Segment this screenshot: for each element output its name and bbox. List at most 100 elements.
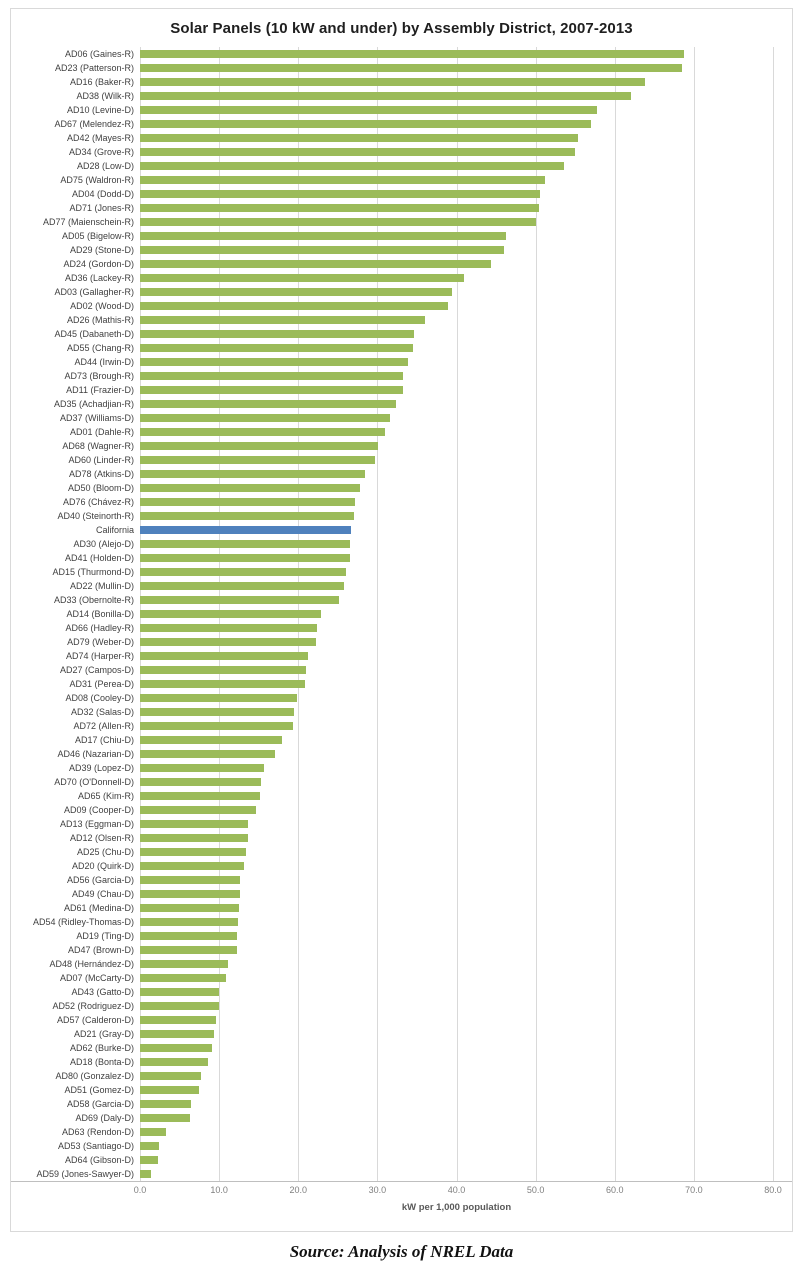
- bar-row: AD44 (Irwin-D): [74, 355, 773, 369]
- bar: [140, 932, 238, 940]
- bar: [140, 1002, 220, 1010]
- bar-track: [140, 481, 773, 495]
- bar: [140, 512, 355, 520]
- bar-row: AD06 (Gaines-R): [65, 47, 773, 61]
- bar-row: AD55 (Chang-R): [67, 341, 773, 355]
- bar-row: AD77 (Maienschein-R): [43, 215, 773, 229]
- bar-row: AD27 (Campos-D): [60, 663, 773, 677]
- bar: [140, 540, 351, 548]
- bar-track: [140, 299, 773, 313]
- bar-row: AD21 (Gray-D): [74, 1027, 773, 1041]
- bar-row: AD79 (Weber-D): [67, 635, 773, 649]
- bar-track: [140, 411, 773, 425]
- bar-row: AD34 (Grove-R): [69, 145, 773, 159]
- bar: [140, 358, 409, 366]
- bar-row: AD64 (Gibson-D): [65, 1153, 773, 1167]
- bar: [140, 330, 414, 338]
- bar-label: AD65 (Kim-R): [77, 791, 134, 801]
- bar-label: AD66 (Hadley-R): [65, 623, 134, 633]
- x-tick-label: 10.0: [210, 1185, 228, 1195]
- bar-track: [140, 89, 773, 103]
- bar-row: AD12 (Olsen-R): [70, 831, 773, 845]
- plot-area: AD06 (Gaines-R) AD23 (Patterson-R) AD16 (B…: [11, 47, 792, 1181]
- bar-label: AD50 (Bloom-D): [67, 483, 134, 493]
- bar: [140, 946, 237, 954]
- bar: [140, 1128, 167, 1136]
- bar: [140, 610, 322, 618]
- bar-label: AD22 (Mullin-D): [69, 581, 134, 591]
- bar-track: [140, 257, 773, 271]
- bar: [140, 834, 248, 842]
- bar-track: [140, 845, 773, 859]
- bar-label: AD45 (Dabaneth-D): [54, 329, 134, 339]
- bar-row: AD17 (Chiu-D): [75, 733, 773, 747]
- bar-label: AD20 (Quirk-D): [71, 861, 134, 871]
- bar-row: AD24 (Gordon-D): [63, 257, 773, 271]
- bar-track: [140, 47, 773, 61]
- bar-row: AD41 (Holden-D): [65, 551, 773, 565]
- bar: [140, 78, 645, 86]
- bar: [140, 428, 386, 436]
- bar: [140, 470, 365, 478]
- bar: [140, 918, 239, 926]
- bar-label: AD72 (Allen-R): [73, 721, 134, 731]
- bar-label: AD10 (Levine-D): [66, 105, 134, 115]
- gridline: [693, 47, 695, 1181]
- bar-track: [140, 859, 773, 873]
- bar: [140, 302, 448, 310]
- bar: [140, 778, 262, 786]
- bar-row: AD20 (Quirk-D): [72, 859, 773, 873]
- bar-label: AD77 (Maienschein-R): [42, 217, 134, 227]
- bar: [140, 260, 492, 268]
- bar: [140, 134, 579, 142]
- bar-row: AD54 (Ridley-Thomas-D): [33, 915, 773, 929]
- bar-track: [140, 733, 773, 747]
- bar: [140, 708, 295, 716]
- bar-track: [140, 131, 773, 145]
- bar-label: AD14 (Bonilla-D): [66, 609, 134, 619]
- bar-label: AD02 (Wood-D): [70, 301, 134, 311]
- bar-row: AD58 (Garcia-D): [67, 1097, 773, 1111]
- bar-label: AD31 (Perea-D): [69, 679, 134, 689]
- bar-label: AD19 (Ting-D): [76, 931, 134, 941]
- bar: [140, 232, 506, 240]
- bar: [140, 1044, 212, 1052]
- bar-track: [140, 1097, 773, 1111]
- bar: [140, 904, 239, 912]
- bar-label: AD32 (Salas-D): [70, 707, 134, 717]
- bar-track: [140, 789, 773, 803]
- bar: [140, 190, 541, 198]
- bar-track: [140, 957, 773, 971]
- bar-label: AD41 (Holden-D): [64, 553, 134, 563]
- bar: [140, 456, 375, 464]
- bar: [140, 120, 591, 128]
- bar: [140, 414, 391, 422]
- bar-label: AD75 (Waldron-R): [60, 175, 134, 185]
- bar-label: AD70 (O'Donnell-D): [54, 777, 134, 787]
- bar-track: [140, 831, 773, 845]
- bar-row: AD40 (Steinorth-R): [57, 509, 773, 523]
- bar-track: [140, 467, 773, 481]
- bar: [140, 862, 244, 870]
- bar-row: AD15 (Thurmond-D): [52, 565, 773, 579]
- bar: [140, 484, 360, 492]
- bar-track: [140, 425, 773, 439]
- bar: [140, 820, 249, 828]
- bar-track: [140, 691, 773, 705]
- bar-track: [140, 747, 773, 761]
- x-tick-label: 0.0: [133, 1185, 147, 1195]
- bar-row: AD03 (Gallagher-R): [54, 285, 773, 299]
- bar-track: [140, 523, 773, 537]
- gridline: [377, 47, 379, 1181]
- bar-row: AD67 (Melendez-R): [54, 117, 773, 131]
- bar: [140, 596, 339, 604]
- source-note: Source: Analysis of NREL Data: [289, 1242, 514, 1261]
- x-tick-label: 20.0: [289, 1185, 308, 1195]
- bar-label: AD64 (Gibson-D): [64, 1155, 134, 1165]
- bar: [140, 400, 396, 408]
- bar-row: AD63 (Rendon-D): [62, 1125, 773, 1139]
- gridline: [456, 47, 458, 1181]
- bar-track: [140, 873, 773, 887]
- bar-track: [140, 1083, 773, 1097]
